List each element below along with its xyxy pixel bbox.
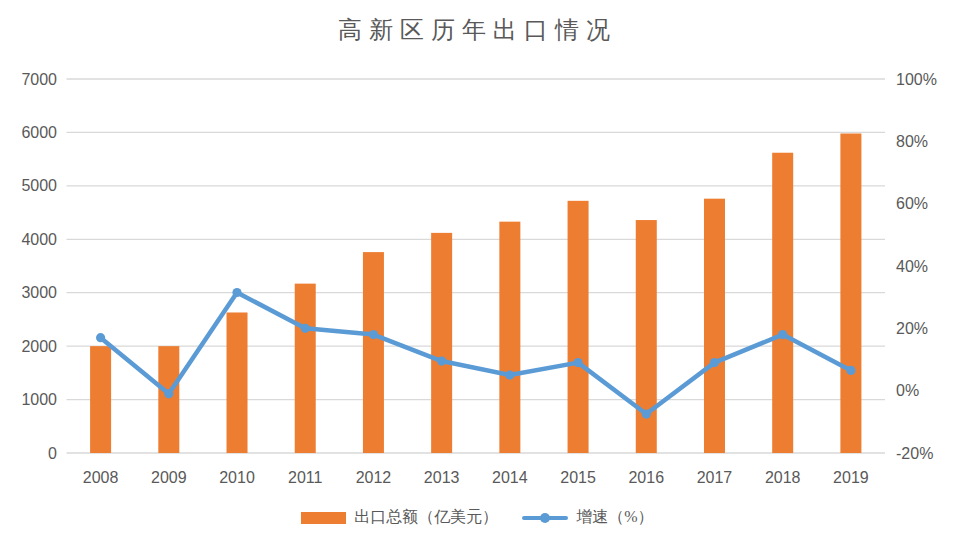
x-axis-label: 2019 (833, 469, 869, 486)
growth-marker-2019 (846, 366, 855, 375)
growth-marker-2010 (232, 288, 241, 297)
growth-marker-2011 (301, 324, 310, 333)
growth-marker-2008 (96, 333, 105, 342)
bar-2013 (431, 233, 452, 453)
bar-2019 (840, 133, 861, 453)
left-axis-tick: 7000 (21, 71, 57, 88)
legend-item-growth-rate: 增速（%） (522, 507, 653, 528)
growth-marker-2018 (778, 330, 787, 339)
legend-label-export-total: 出口总额（亿美元） (354, 507, 498, 528)
growth-marker-2012 (369, 330, 378, 339)
growth-marker-2009 (164, 389, 173, 398)
left-axis-tick: 0 (48, 445, 57, 462)
chart-page: 高新区历年出口情况 0 1000 2000 3000 4000 5000 6000 7000 -… (0, 0, 955, 552)
x-axis-label: 2009 (151, 469, 187, 486)
x-axis-label: 2011 (288, 469, 323, 486)
right-axis-tick: 0% (896, 382, 919, 399)
chart-canvas: 0 1000 2000 3000 4000 5000 6000 7000 -20% 0% 20% 40… (0, 0, 955, 552)
chart-title: 高新区历年出口情况 (0, 14, 955, 46)
x-axis-label: 2010 (219, 469, 255, 486)
right-axis-tick: -20% (896, 445, 933, 462)
growth-marker-2014 (505, 370, 514, 379)
bar-2014 (499, 222, 520, 453)
bar-2008 (90, 346, 111, 453)
right-axis-tick: 100% (896, 71, 937, 88)
bar-2017 (704, 199, 725, 453)
left-axis-tick: 4000 (21, 231, 57, 248)
bar-2011 (295, 284, 316, 453)
right-axis-tick: 80% (896, 133, 928, 150)
legend: 出口总额（亿美元） 增速（%） (0, 507, 955, 528)
growth-line (101, 292, 851, 414)
x-axis-label: 2018 (765, 469, 801, 486)
growth-marker-2017 (710, 358, 719, 367)
x-axis-label: 2015 (560, 469, 596, 486)
bar-2009 (158, 346, 179, 453)
x-axis-label: 2008 (83, 469, 119, 486)
x-axis-label: 2013 (424, 469, 460, 486)
growth-marker-2015 (573, 358, 582, 367)
growth-marker-2013 (437, 356, 446, 365)
legend-label-growth-rate: 增速（%） (576, 507, 653, 528)
left-axis-tick: 1000 (21, 391, 57, 408)
x-axis-label: 2012 (356, 469, 392, 486)
left-axis-tick: 2000 (21, 338, 57, 355)
right-axis-tick: 20% (896, 320, 928, 337)
line-marker-icon (540, 513, 550, 523)
bar-2018 (772, 153, 793, 453)
x-axis-label: 2014 (492, 469, 528, 486)
bar-2012 (363, 252, 384, 453)
growth-marker-2016 (642, 409, 651, 418)
x-axis-label: 2017 (697, 469, 733, 486)
line-series-swatch-icon (522, 516, 568, 520)
bar-series-swatch-icon (301, 512, 346, 524)
bar-2015 (568, 201, 589, 453)
left-axis-tick: 3000 (21, 284, 57, 301)
right-axis-tick: 40% (896, 258, 928, 275)
left-axis-tick: 5000 (21, 177, 57, 194)
bar-2010 (227, 312, 248, 453)
x-axis-label: 2016 (628, 469, 664, 486)
right-axis-tick: 60% (896, 195, 928, 212)
legend-item-export-total: 出口总额（亿美元） (301, 507, 498, 528)
left-axis-tick: 6000 (21, 124, 57, 141)
